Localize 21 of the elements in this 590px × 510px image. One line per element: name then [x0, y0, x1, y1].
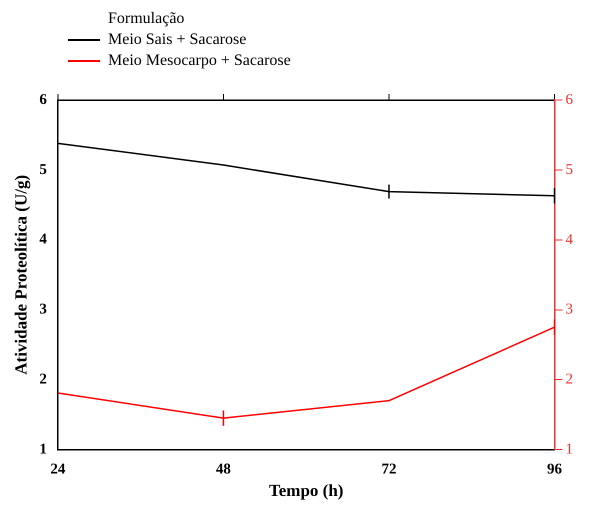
y-tick-label: 1 — [39, 441, 47, 458]
y-axis-title: Atividade Proteolítica (U/g) — [12, 174, 31, 375]
x-tick-label: 96 — [547, 461, 562, 478]
y2-tick-label: 5 — [566, 162, 573, 178]
x-tick-label: 48 — [216, 461, 231, 478]
y2-tick-label: 1 — [566, 442, 573, 458]
y-tick-label: 3 — [39, 302, 47, 318]
legend-title: Formulação — [108, 9, 184, 29]
x-axis-title: Tempo (h) — [268, 481, 344, 500]
y2-tick-label: 2 — [566, 372, 573, 388]
y-tick-label: 2 — [39, 372, 47, 388]
y-tick-label: 4 — [39, 232, 48, 248]
y2-tick-label: 4 — [566, 232, 574, 248]
x-tick-label: 24 — [50, 461, 66, 478]
y2-tick-label: 6 — [566, 92, 574, 108]
legend-label: Meio Mesocarpo + Sacarose — [108, 51, 291, 71]
x-tick-label: 72 — [381, 461, 396, 478]
y-tick-label: 5 — [39, 162, 47, 178]
y2-tick-label: 3 — [566, 302, 573, 318]
y-tick-label: 6 — [39, 92, 48, 108]
legend-label: Meio Sais + Sacarose — [108, 30, 246, 50]
